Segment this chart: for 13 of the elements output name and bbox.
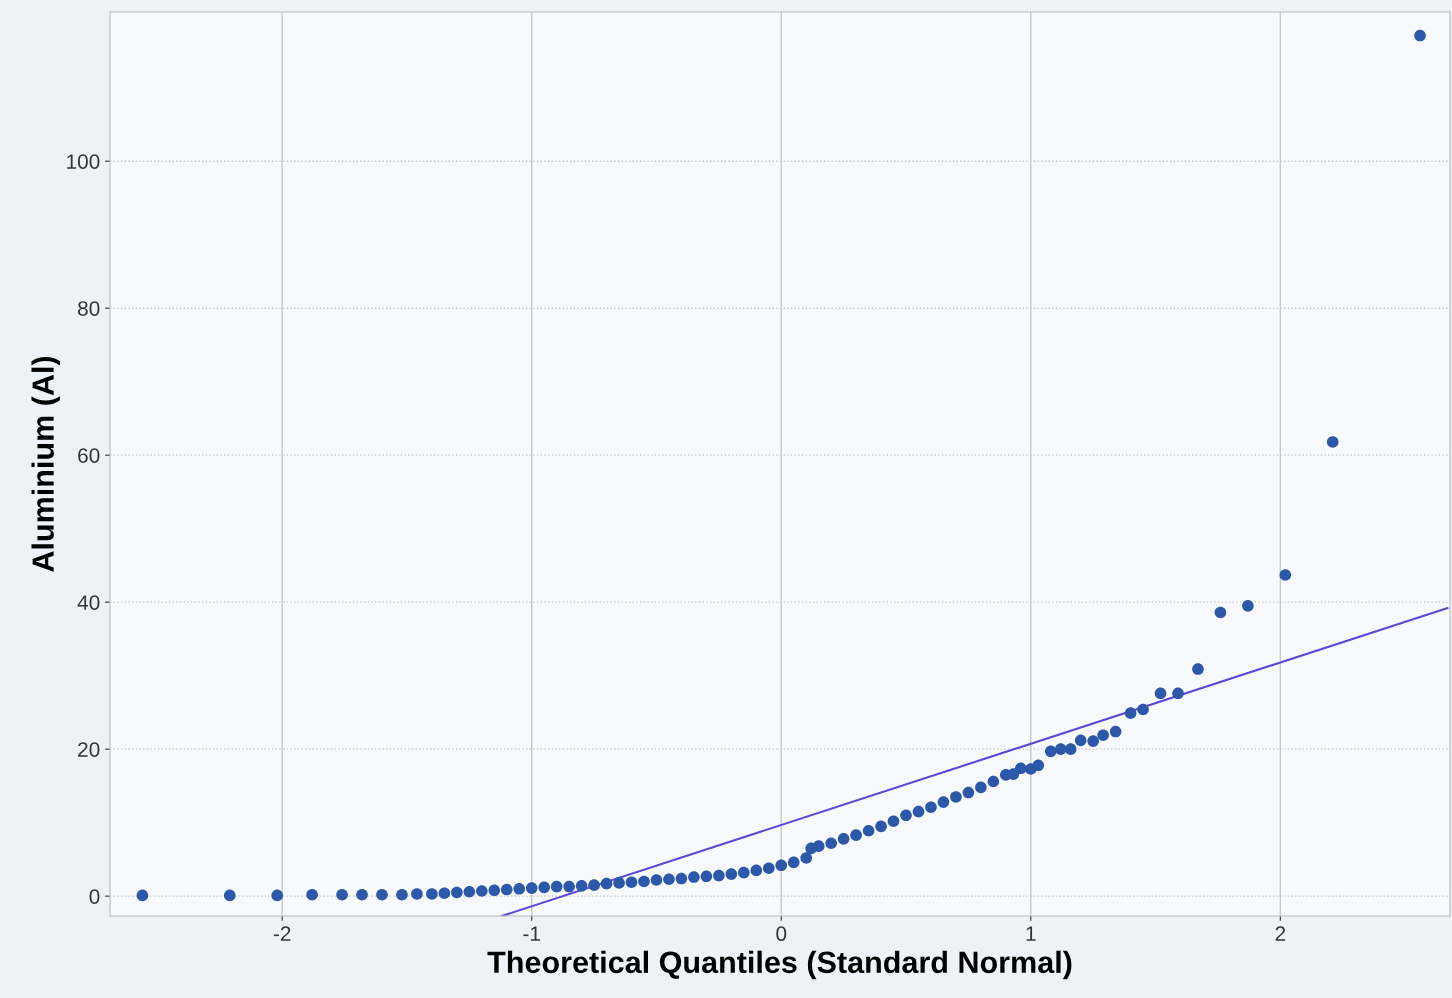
y-tick-label: 80 [78,301,100,316]
x-tick-label: 2 [1275,926,1286,941]
x-tick-label: 1 [1026,926,1036,941]
x-axis-title: Theoretical Quantiles (Standard Normal) [487,950,1072,980]
y-axis-title: Aluminium (Al) [31,356,60,572]
y-tick-label: 0 [89,889,100,904]
x-tick-label: 0 [776,926,787,942]
y-tick-label: 20 [78,742,100,757]
y-tick-label: 100 [67,154,100,169]
x-tick-label: -2 [273,926,291,941]
y-tick-label: 60 [78,448,100,463]
y-tick-label: 40 [77,595,100,610]
x-tick-label: -1 [523,926,540,941]
